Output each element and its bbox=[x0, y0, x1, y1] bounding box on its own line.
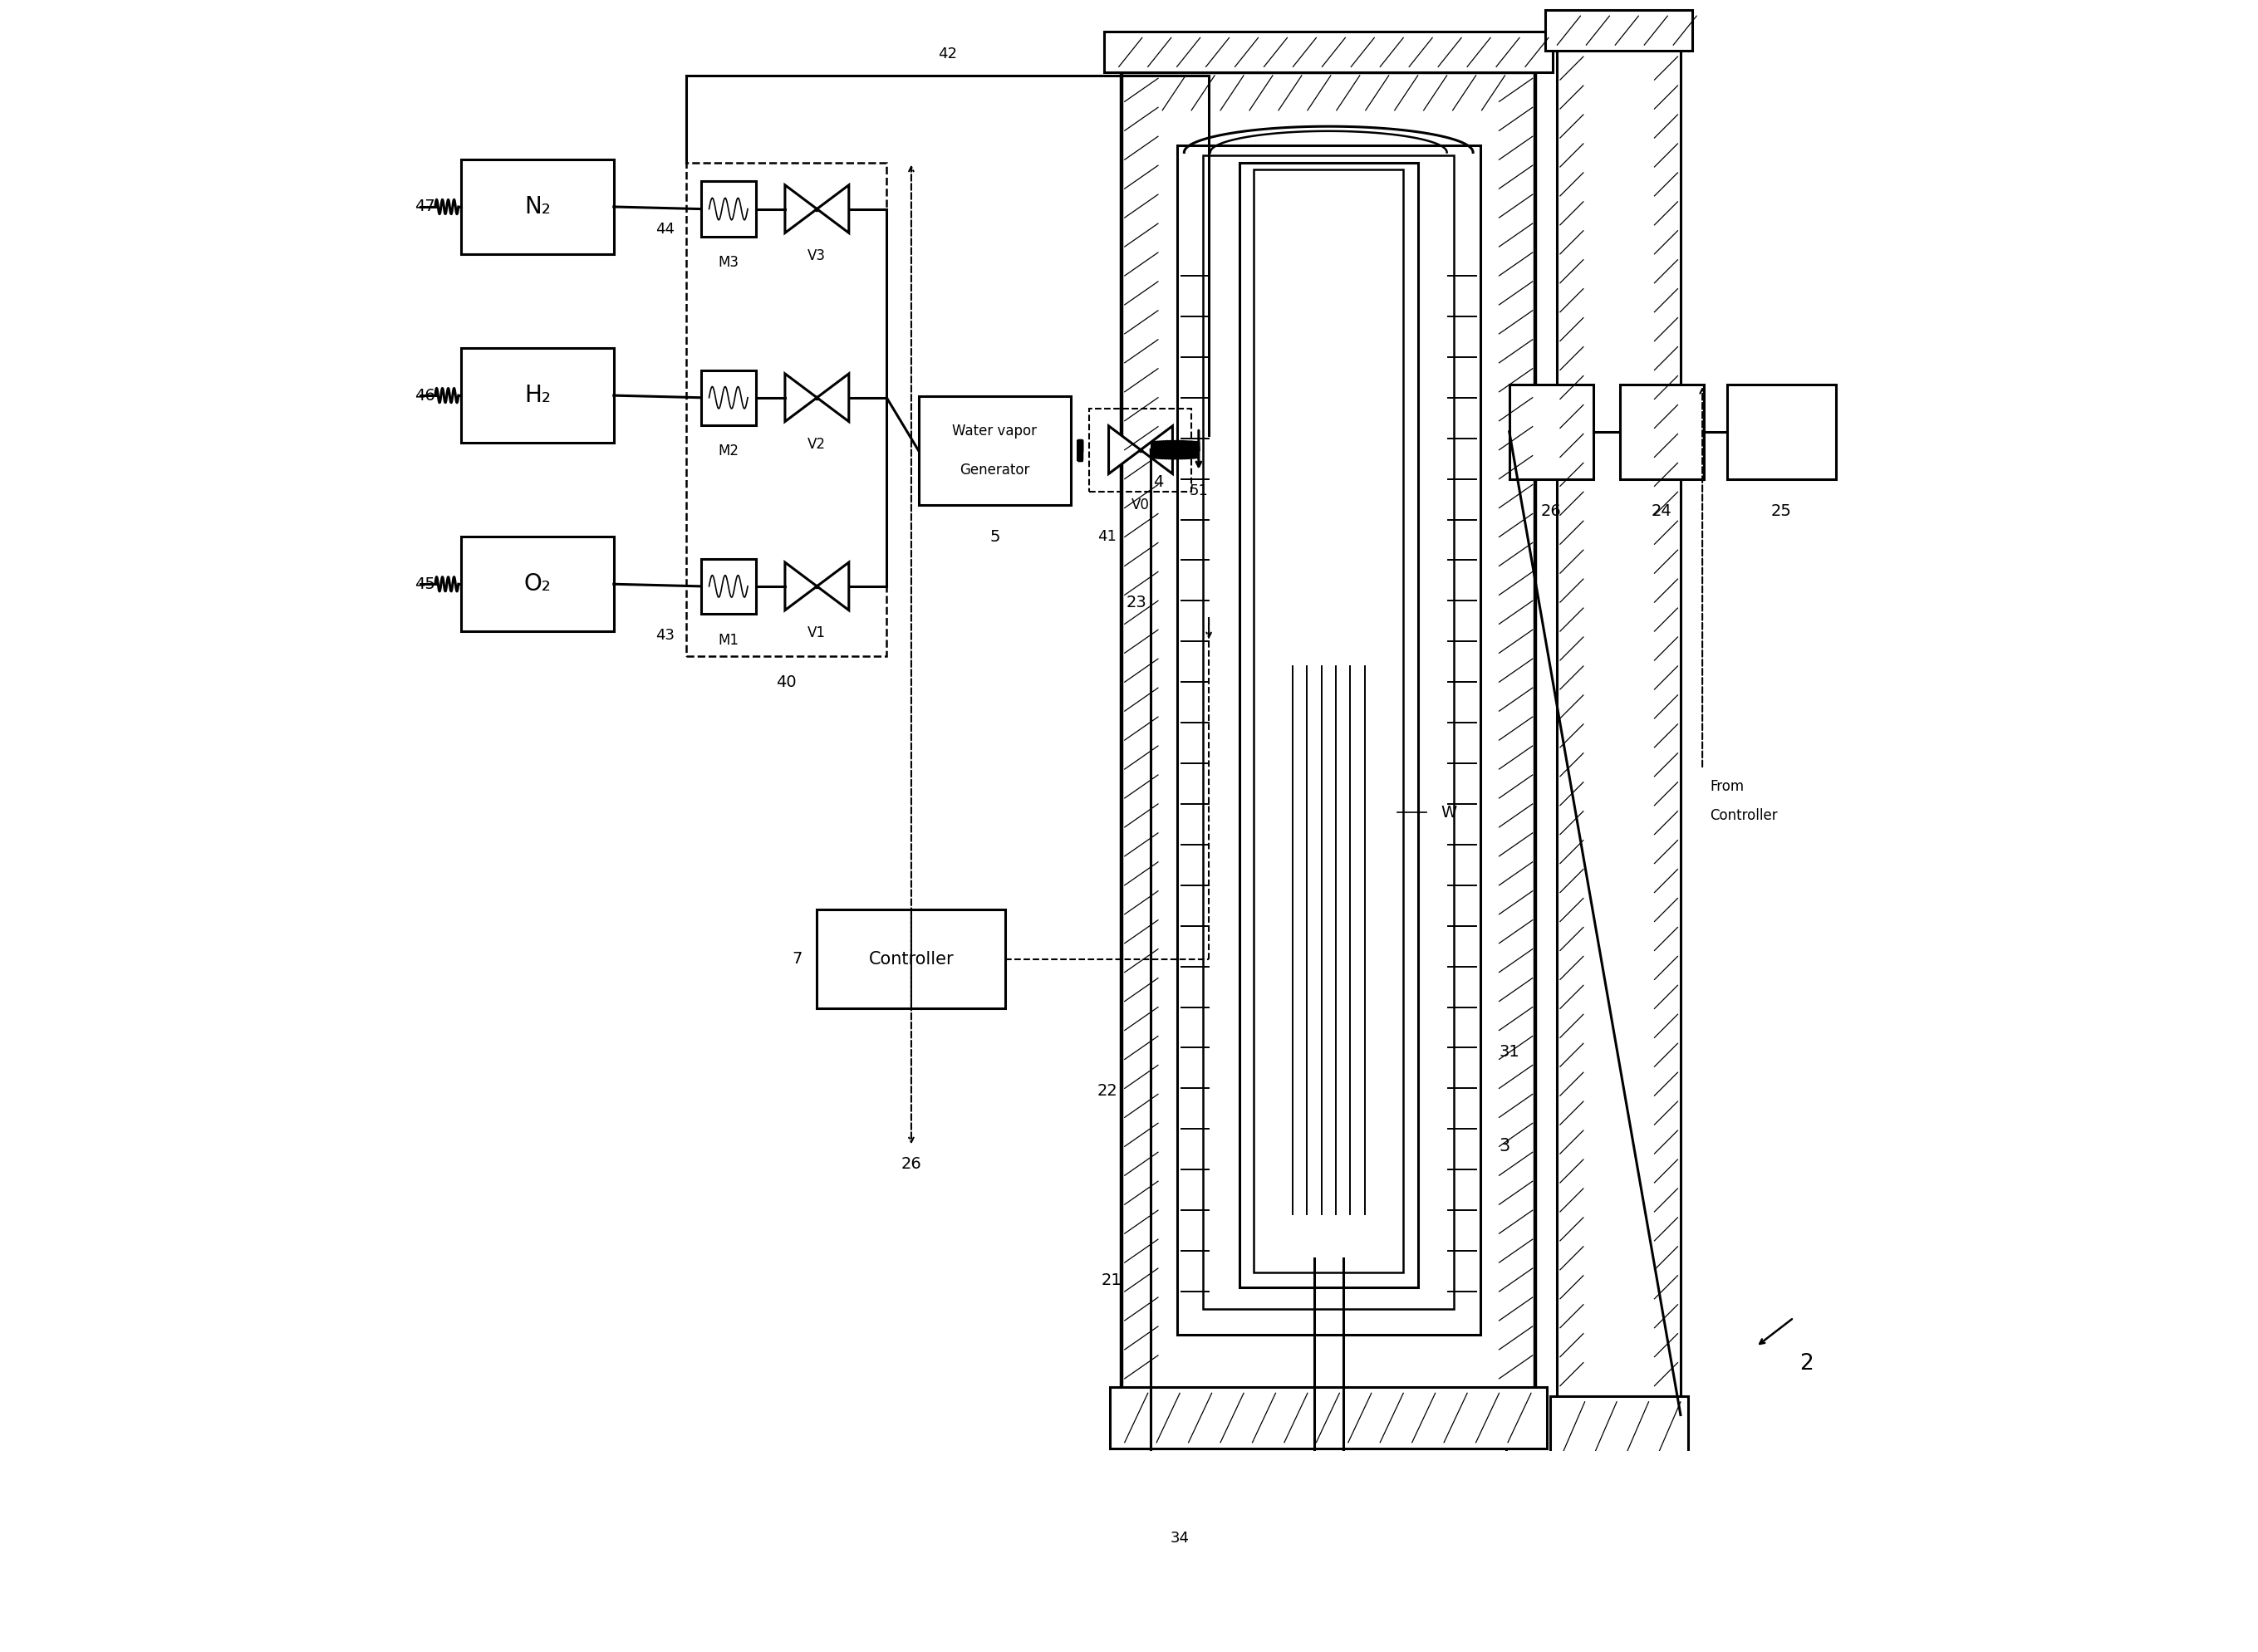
FancyBboxPatch shape bbox=[461, 537, 614, 631]
FancyBboxPatch shape bbox=[817, 910, 1005, 1009]
FancyBboxPatch shape bbox=[1122, 73, 1535, 1393]
Text: 26: 26 bbox=[1542, 502, 1563, 519]
FancyBboxPatch shape bbox=[1104, 31, 1554, 73]
Polygon shape bbox=[786, 562, 817, 610]
Text: 3: 3 bbox=[1499, 1138, 1511, 1155]
Text: Controller: Controller bbox=[869, 952, 953, 968]
Text: 44: 44 bbox=[655, 221, 675, 236]
Text: O₂: O₂ bbox=[524, 573, 551, 596]
FancyBboxPatch shape bbox=[1508, 385, 1594, 479]
FancyBboxPatch shape bbox=[1558, 51, 1680, 1401]
Polygon shape bbox=[1140, 426, 1172, 474]
FancyBboxPatch shape bbox=[1204, 155, 1454, 1308]
Polygon shape bbox=[1109, 426, 1140, 474]
FancyBboxPatch shape bbox=[1176, 145, 1481, 1335]
Text: 7: 7 bbox=[793, 952, 802, 966]
Text: 47: 47 bbox=[415, 198, 436, 215]
Text: M2: M2 bbox=[718, 444, 738, 459]
Polygon shape bbox=[817, 373, 849, 421]
Text: 2: 2 bbox=[1800, 1353, 1813, 1374]
Text: Water vapor: Water vapor bbox=[953, 423, 1036, 438]
Text: 21: 21 bbox=[1102, 1272, 1122, 1289]
Text: 41: 41 bbox=[1097, 529, 1118, 545]
Text: Generator: Generator bbox=[960, 463, 1030, 477]
FancyBboxPatch shape bbox=[1253, 170, 1402, 1272]
Text: 45: 45 bbox=[415, 577, 436, 591]
Text: H₂: H₂ bbox=[524, 383, 551, 406]
Text: W: W bbox=[1441, 805, 1456, 821]
Text: V0: V0 bbox=[1131, 497, 1149, 512]
FancyBboxPatch shape bbox=[1152, 1393, 1506, 1517]
Text: 31: 31 bbox=[1499, 1044, 1520, 1061]
FancyBboxPatch shape bbox=[1727, 385, 1836, 479]
Text: M1: M1 bbox=[718, 633, 738, 648]
FancyBboxPatch shape bbox=[461, 160, 614, 254]
Text: V2: V2 bbox=[808, 436, 826, 451]
Text: 40: 40 bbox=[777, 674, 797, 691]
Text: 22: 22 bbox=[1097, 1084, 1118, 1099]
Text: 43: 43 bbox=[655, 628, 675, 643]
Text: M3: M3 bbox=[718, 254, 738, 271]
Text: 46: 46 bbox=[415, 388, 436, 403]
FancyBboxPatch shape bbox=[700, 182, 756, 236]
Text: V1: V1 bbox=[808, 624, 826, 641]
Polygon shape bbox=[786, 373, 817, 421]
Polygon shape bbox=[817, 185, 849, 233]
Text: 25: 25 bbox=[1770, 502, 1793, 519]
Polygon shape bbox=[786, 185, 817, 233]
Text: 23: 23 bbox=[1127, 595, 1147, 610]
FancyBboxPatch shape bbox=[700, 370, 756, 425]
FancyBboxPatch shape bbox=[1240, 162, 1418, 1287]
Text: 24: 24 bbox=[1651, 502, 1671, 519]
Text: Controller: Controller bbox=[1709, 808, 1777, 823]
FancyBboxPatch shape bbox=[461, 349, 614, 443]
FancyBboxPatch shape bbox=[1619, 385, 1705, 479]
Polygon shape bbox=[817, 562, 849, 610]
FancyBboxPatch shape bbox=[919, 396, 1070, 506]
Text: From: From bbox=[1709, 780, 1743, 795]
FancyBboxPatch shape bbox=[1544, 10, 1691, 51]
FancyBboxPatch shape bbox=[700, 558, 756, 615]
Text: N₂: N₂ bbox=[524, 195, 551, 218]
Text: 4: 4 bbox=[1154, 474, 1163, 489]
Text: 42: 42 bbox=[937, 46, 957, 61]
FancyBboxPatch shape bbox=[1179, 1512, 1477, 1611]
FancyBboxPatch shape bbox=[1111, 1388, 1547, 1449]
Text: 5: 5 bbox=[989, 529, 1000, 545]
FancyBboxPatch shape bbox=[1549, 1396, 1687, 1462]
Text: 51: 51 bbox=[1190, 482, 1208, 497]
Text: V3: V3 bbox=[808, 248, 826, 263]
Text: 34: 34 bbox=[1170, 1531, 1190, 1546]
Text: 26: 26 bbox=[901, 1156, 921, 1171]
